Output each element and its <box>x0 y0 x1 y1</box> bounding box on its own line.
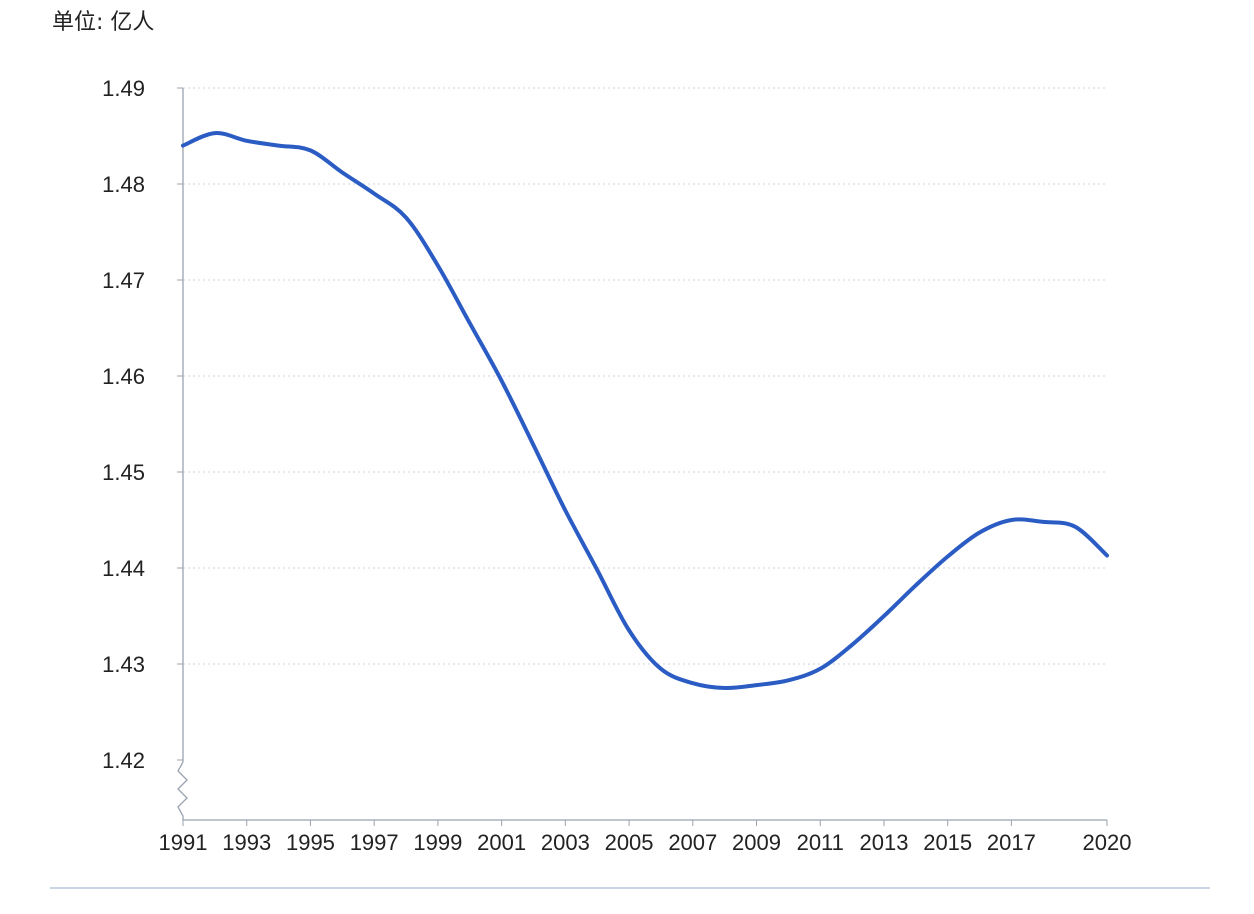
y-tick-labels: 1.49 1.48 1.47 1.46 1.45 1.44 1.43 1.42 <box>102 76 145 773</box>
y-tick-label: 1.45 <box>102 460 145 485</box>
x-tick-label: 2013 <box>859 830 908 855</box>
x-tick-label: 2001 <box>477 830 526 855</box>
series-line <box>181 131 1109 691</box>
y-tick-label: 1.48 <box>102 172 145 197</box>
bottom-divider <box>50 887 1210 889</box>
x-tick-labels: 1991 1993 1995 1997 1999 2001 2003 2005 2007 2009… <box>159 830 1132 855</box>
x-tick-label: 1991 <box>159 830 208 855</box>
x-tick-label: 2020 <box>1083 830 1132 855</box>
axes <box>177 87 1108 826</box>
x-tick-label: 2005 <box>605 830 654 855</box>
y-axis-break <box>177 761 188 820</box>
series-group <box>181 131 1109 691</box>
x-tick-label: 1999 <box>413 830 462 855</box>
y-tick-label: 1.44 <box>102 556 145 581</box>
x-tick-label: 2007 <box>668 830 717 855</box>
y-tick-label: 1.42 <box>102 748 145 773</box>
y-tick-label: 1.47 <box>102 268 145 293</box>
x-tick-label: 2015 <box>923 830 972 855</box>
x-tick-label: 2003 <box>541 830 590 855</box>
y-tick-label: 1.43 <box>102 652 145 677</box>
x-tick-label: 2017 <box>987 830 1036 855</box>
x-tick-label: 1995 <box>286 830 335 855</box>
x-tick-label: 1993 <box>222 830 271 855</box>
gridlines <box>183 87 1107 665</box>
y-tick-label: 1.46 <box>102 364 145 389</box>
x-tick-label: 2011 <box>797 830 844 855</box>
x-tick-label: 2009 <box>732 830 781 855</box>
x-tick-label: 1997 <box>350 830 399 855</box>
unit-label: 单位: 亿人 <box>52 10 155 35</box>
y-tick-label: 1.49 <box>102 76 145 101</box>
